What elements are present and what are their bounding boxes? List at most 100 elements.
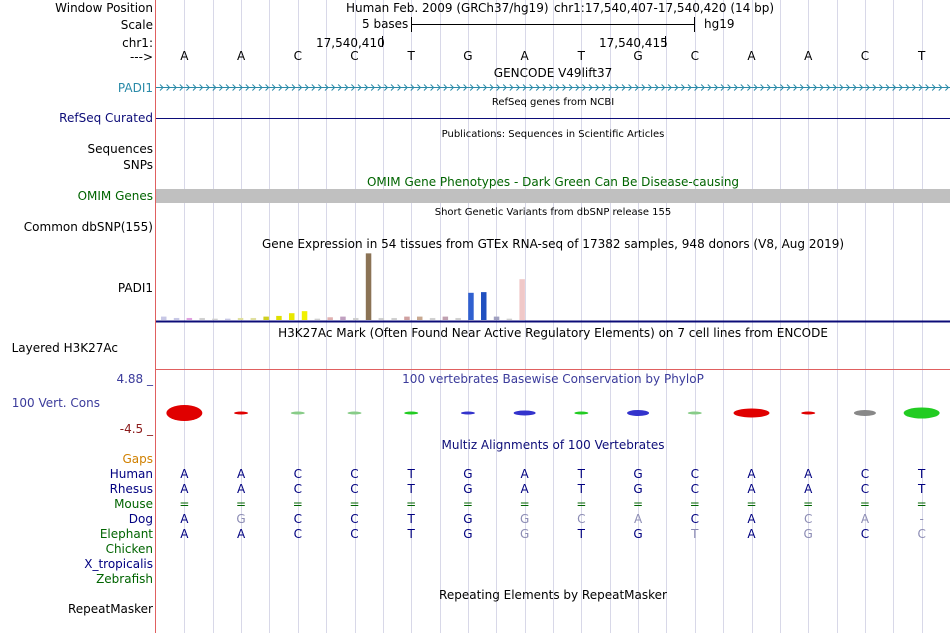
publications-track-title: Publications: Sequences in Scientific Ar… [441, 129, 665, 140]
strand-chevron [826, 84, 831, 91]
strand-chevron [753, 84, 758, 91]
strand-chevron [575, 84, 580, 91]
aligned-base: T [407, 527, 415, 541]
aligned-base: T [407, 512, 415, 526]
base-letter: A [520, 49, 529, 63]
aligned-base: C [293, 512, 302, 526]
aligned-base: - [919, 512, 924, 526]
base-letter: A [180, 49, 189, 63]
strand-chevron [212, 84, 217, 91]
aligned-base: = [633, 497, 644, 511]
aligned-base: = [576, 497, 587, 511]
species-label: Human [109, 467, 153, 481]
base-letter: G [633, 49, 643, 63]
strand-chevron [542, 84, 547, 91]
aligned-base: G [463, 467, 473, 481]
strand-chevron [219, 84, 224, 91]
strand-chevron [760, 84, 765, 91]
gtex-tissue-bar [519, 279, 525, 320]
publications-label-sequences[interactable]: Sequences [87, 142, 153, 156]
aligned-base: C [350, 467, 359, 481]
aligned-base: C [860, 527, 870, 541]
aligned-base: C [293, 467, 302, 481]
strand-chevron [318, 84, 323, 91]
chrom-label: chr1: [122, 36, 153, 50]
gtex-tissue-bar [161, 316, 167, 320]
aligned-base: T [577, 482, 586, 496]
strand-chevron [370, 84, 375, 91]
strand-chevron [588, 84, 593, 91]
strand-chevron [245, 84, 250, 91]
strand-chevron [918, 84, 923, 91]
repeatmasker-track-label[interactable]: RepeatMasker [67, 602, 153, 616]
phylop-score-mark [166, 405, 203, 421]
strand-chevron [397, 84, 402, 91]
strand-chevron [780, 84, 785, 91]
gtex-tissue-bar [237, 317, 244, 320]
strand-chevron [707, 84, 712, 91]
h3k27ac-track-label[interactable]: Layered H3K27Ac [11, 341, 118, 355]
phylop-track-label[interactable]: 100 Vert. Cons [11, 396, 100, 410]
aligned-base: G [803, 527, 813, 541]
aligned-base: C [350, 482, 359, 496]
aligned-base: = [746, 497, 757, 511]
aligned-base: A [180, 512, 189, 526]
phylop-score-mark [513, 410, 536, 416]
gtex-track-label[interactable]: PADI1 [117, 281, 153, 295]
strand-chevron [186, 84, 191, 91]
aligned-base: A [633, 512, 643, 526]
aligned-base: T [407, 467, 415, 481]
phylop-score-mark [460, 411, 475, 415]
species-label: Elephant [99, 527, 153, 541]
aligned-base: A [180, 467, 189, 481]
h3k27ac-track-title: H3K27Ac Mark (Often Found Near Active Re… [278, 326, 828, 340]
phylop-score-mark [347, 411, 362, 415]
strand-chevron [859, 84, 864, 91]
strand-chevron [390, 84, 395, 91]
strand-chevron [740, 84, 745, 91]
strand-chevron [351, 84, 356, 91]
phylop-score-mark [687, 411, 702, 415]
gtex-tissue-bar [506, 318, 513, 320]
strand-chevron [773, 84, 778, 91]
coord-label-2: 17,540,415 [599, 36, 668, 50]
omim-track-label[interactable]: OMIM Genes [77, 189, 153, 203]
gencode-track-label[interactable]: PADI1 [117, 81, 153, 95]
dbsnp-track-label[interactable]: Common dbSNP(155) [23, 220, 153, 234]
aligned-base: A [520, 467, 529, 481]
strand-chevron [720, 84, 725, 91]
strand-chevron [555, 84, 560, 91]
aligned-base: C [293, 527, 302, 541]
strand-chevron [799, 84, 804, 91]
strand-chevron [410, 84, 415, 91]
aligned-base: T [577, 527, 586, 541]
refseq-track-label[interactable]: RefSeq Curated [59, 111, 153, 125]
strand-chevron [489, 84, 494, 91]
aligned-base: G [519, 527, 530, 541]
strand-chevron [674, 84, 679, 91]
phylop-track-title: 100 vertebrates Basewise Conservation by… [402, 372, 704, 386]
strand-chevron [159, 84, 164, 91]
phylop-score-mark [404, 411, 419, 415]
strand-chevron [529, 84, 534, 91]
strand-chevron [469, 84, 474, 91]
strand-chevron [608, 84, 613, 91]
strand-chevron [258, 84, 263, 91]
aligned-base: = [519, 497, 530, 511]
species-label: Mouse [114, 497, 153, 511]
strand-chevron [793, 84, 798, 91]
aligned-base: G [236, 512, 246, 526]
strand-chevron [898, 84, 903, 91]
strand-chevron [403, 84, 408, 91]
position-readout: chr1:17,540,407-17,540,420 (14 bp) [554, 1, 775, 15]
strand-chevron [634, 84, 639, 91]
aligned-base: A [236, 467, 246, 481]
publications-label-snps[interactable]: SNPs [123, 158, 153, 172]
strand-chevron [714, 84, 719, 91]
aligned-base: C [690, 467, 699, 481]
base-letter: G [463, 49, 473, 63]
strand-chevron [357, 84, 362, 91]
strand-chevron [885, 84, 890, 91]
phylop-score-mark [733, 408, 770, 418]
